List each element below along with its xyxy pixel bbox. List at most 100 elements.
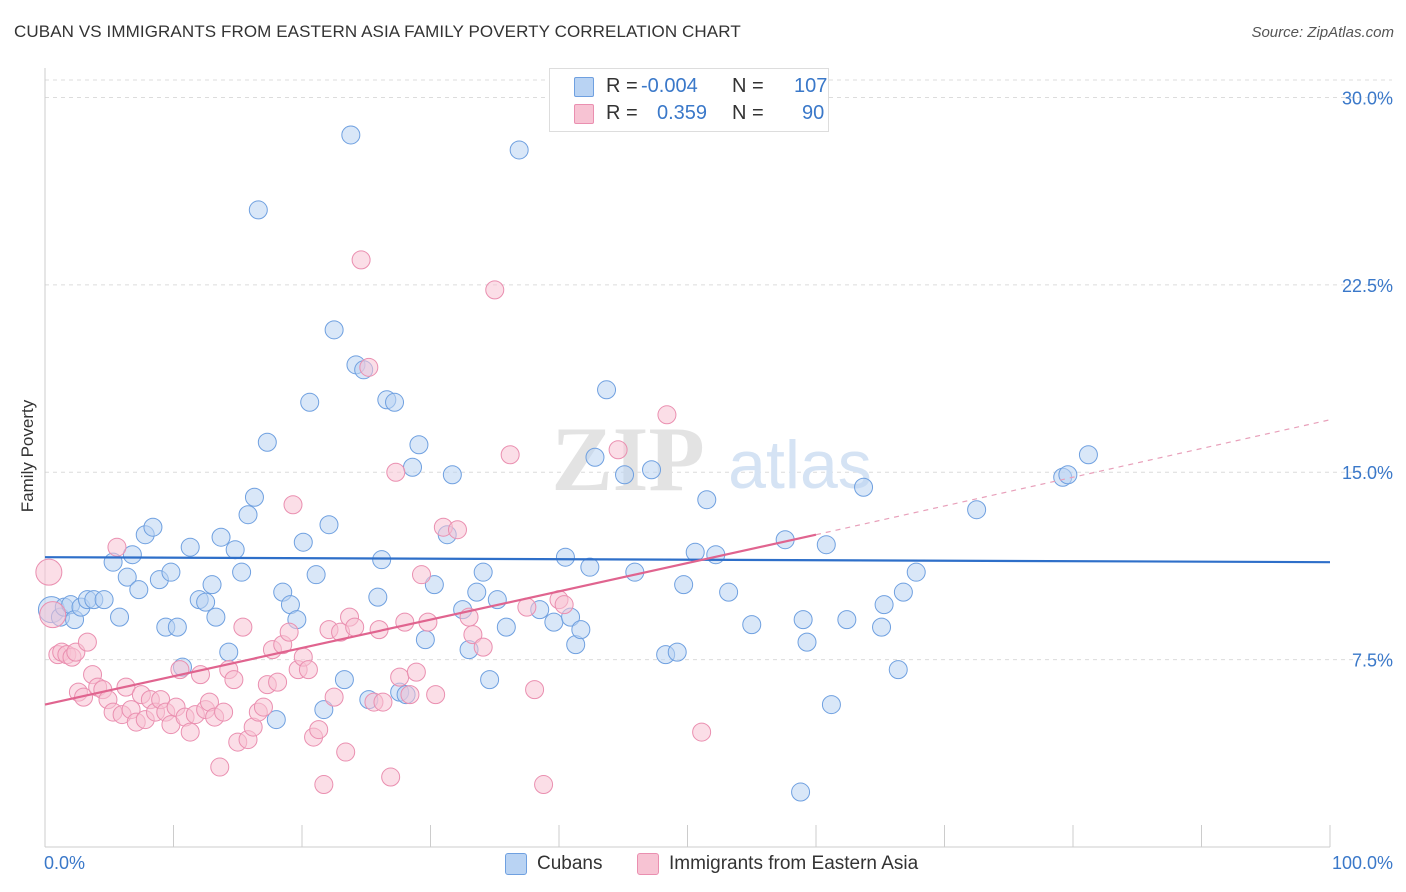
- data-point: [406, 662, 426, 682]
- legend-n-value: 90: [802, 102, 825, 124]
- data-point: [279, 622, 299, 642]
- data-point: [692, 722, 712, 742]
- data-point: [225, 540, 245, 560]
- data-point: [906, 562, 926, 582]
- watermark: ZIP atlas: [551, 408, 872, 510]
- data-point: [386, 462, 406, 482]
- data-point: [232, 562, 252, 582]
- data-point: [129, 580, 149, 600]
- legend-n-label: N =: [732, 75, 764, 97]
- data-point: [791, 782, 811, 802]
- watermark-atlas: atlas: [728, 427, 872, 503]
- data-point: [219, 642, 239, 662]
- data-point: [381, 767, 401, 787]
- data-point: [667, 642, 687, 662]
- data-point: [585, 447, 605, 467]
- y-tick-label: 22.5%: [1342, 276, 1393, 296]
- data-point: [233, 617, 253, 637]
- data-point: [509, 140, 529, 160]
- series-eastern-asia: [35, 250, 712, 795]
- data-point: [442, 465, 462, 485]
- data-point: [797, 632, 817, 652]
- data-point: [35, 558, 63, 586]
- data-point: [447, 520, 467, 540]
- data-point: [1078, 445, 1098, 465]
- legend-n-value: 107: [794, 75, 828, 97]
- data-point: [238, 505, 258, 525]
- data-point: [571, 620, 591, 640]
- data-point: [888, 660, 908, 680]
- data-point: [480, 670, 500, 690]
- data-point: [874, 595, 894, 615]
- data-point: [39, 601, 67, 629]
- legend-swatch-cubans: [505, 853, 527, 875]
- data-point: [597, 380, 617, 400]
- data-point: [359, 357, 379, 377]
- legend-n-label: N =: [732, 102, 764, 124]
- data-point: [395, 612, 415, 632]
- data-point: [196, 592, 216, 612]
- legend-swatch-eastern-asia: [574, 104, 594, 124]
- data-point: [211, 527, 231, 547]
- data-point: [467, 582, 487, 602]
- data-point: [412, 565, 432, 585]
- data-point: [167, 617, 187, 637]
- data-point: [214, 702, 234, 722]
- data-point: [615, 465, 635, 485]
- trend-line-extension: [815, 419, 1331, 536]
- data-point: [544, 612, 564, 632]
- legend-swatch-cubans: [574, 77, 594, 97]
- data-point: [463, 625, 483, 645]
- data-point: [351, 250, 371, 270]
- data-point: [400, 685, 420, 705]
- data-point: [473, 637, 493, 657]
- data-point: [485, 280, 505, 300]
- data-point: [110, 607, 130, 627]
- data-point: [555, 547, 575, 567]
- data-point: [872, 617, 892, 637]
- correlation-legend: R = -0.004 N = 107 R = 0.359 N = 90: [549, 68, 829, 132]
- data-point: [306, 565, 326, 585]
- data-point: [642, 460, 662, 480]
- data-point: [300, 392, 320, 412]
- data-point: [77, 632, 97, 652]
- data-point: [496, 617, 516, 637]
- source-label: Source: ZipAtlas.com: [1251, 24, 1394, 41]
- data-point: [837, 610, 857, 630]
- axes: [44, 68, 1331, 848]
- data-point: [266, 710, 286, 730]
- data-point: [854, 477, 874, 497]
- data-point: [345, 617, 365, 637]
- data-point: [500, 445, 520, 465]
- data-point: [298, 660, 318, 680]
- data-point: [224, 670, 244, 690]
- data-point: [385, 392, 405, 412]
- data-point: [534, 775, 554, 795]
- data-point: [608, 440, 628, 460]
- data-point: [1058, 465, 1078, 485]
- tick-labels: 7.5% 15.0% 22.5% 30.0% 0.0% 100.0%: [44, 88, 1393, 873]
- data-point: [415, 630, 435, 650]
- legend-r-value: 0.359: [657, 102, 708, 124]
- data-point: [107, 537, 127, 557]
- data-point: [403, 457, 423, 477]
- data-point: [893, 582, 913, 602]
- y-tick-label: 15.0%: [1342, 463, 1393, 483]
- data-point: [409, 435, 429, 455]
- data-point: [293, 532, 313, 552]
- data-point: [161, 562, 181, 582]
- data-point: [180, 722, 200, 742]
- data-point: [719, 582, 739, 602]
- data-point: [816, 535, 836, 555]
- data-point: [424, 575, 444, 595]
- data-point: [283, 495, 303, 515]
- data-point: [967, 500, 987, 520]
- data-point: [180, 537, 200, 557]
- legend-r-value: -0.004: [641, 75, 698, 97]
- trend-line-cubans: [44, 556, 1331, 564]
- data-point: [324, 320, 344, 340]
- data-point: [390, 667, 410, 687]
- x-tick-label: 100.0%: [1332, 853, 1393, 873]
- data-point: [697, 490, 717, 510]
